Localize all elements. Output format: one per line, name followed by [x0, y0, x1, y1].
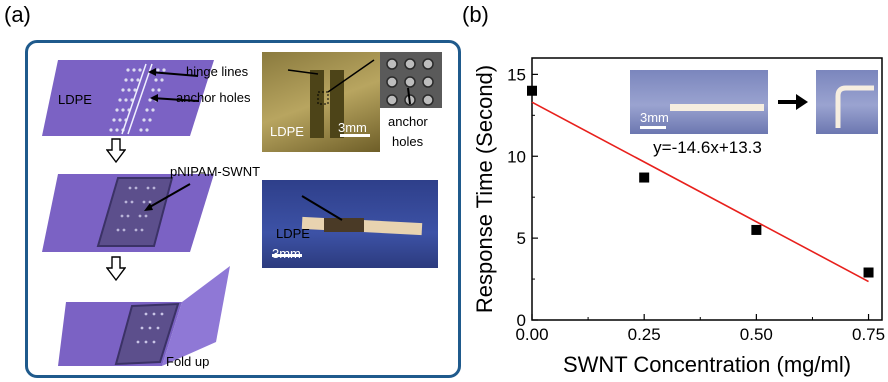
x-tick-label: 0.50 — [740, 325, 773, 344]
panel-b-label: (b) — [462, 2, 489, 27]
photo-anchor-holes-closeup — [380, 52, 442, 108]
y-tick-label: 15 — [507, 65, 526, 84]
data-point — [527, 85, 537, 96]
x-axis-label: SWNT Concentration (mg/ml) — [563, 352, 851, 377]
inset-strip-before — [630, 70, 768, 134]
ldpe-label-photo1: LDPE — [270, 124, 304, 139]
ldpe-sheet-step2 — [42, 174, 214, 252]
hinge-lines-label: hinge lines — [186, 64, 249, 79]
fit-equation: y=-14.6x+13.3 — [653, 138, 762, 157]
y-axis-label: Response Time (Second) — [472, 65, 497, 313]
data-point — [639, 172, 650, 183]
plot-frame — [531, 57, 883, 321]
y-tick-label: 5 — [517, 229, 526, 248]
scale-label-photo1: 3mm — [338, 120, 367, 135]
ldpe-sheet-step1 — [42, 60, 214, 136]
x-tick-label: 0.25 — [628, 325, 661, 344]
photo-ldpe-anchor-holes — [262, 52, 380, 152]
anchor-label-line1: anchor — [388, 114, 428, 129]
anchor-holes-label: anchor holes — [176, 90, 251, 105]
data-point — [863, 267, 874, 278]
down-arrow-icon — [106, 256, 126, 282]
panel-a-frame — [25, 40, 461, 378]
fit-line — [531, 101, 869, 283]
pnipam-swnt-label: pNIPAM-SWNT — [170, 164, 261, 179]
x-tick-label: 0.75 — [852, 325, 885, 344]
plot-area: 0 5 10 15 0.00 0.25 0.50 0.75 y=-14.6x+13.3 SWNT … — [472, 57, 885, 377]
x-tick-label: 0.00 — [515, 325, 548, 344]
inset-scale-label: 3mm — [640, 110, 669, 125]
anchor-label-line2: holes — [392, 134, 424, 149]
scale-label-photo2: 3mm — [272, 246, 301, 261]
right-arrow-icon — [778, 94, 808, 110]
response-time-chart: 0 5 10 15 0.00 0.25 0.50 0.75 y=-14.6x+13.3 SWNT … — [472, 57, 885, 377]
inset-strip-after — [816, 70, 878, 134]
ldpe-sheet-step3 — [58, 266, 230, 366]
ldpe-label-step1: LDPE — [58, 92, 92, 107]
photo-ldpe-strip — [262, 180, 438, 268]
y-tick-label: 0 — [517, 311, 526, 330]
y-tick-label: 10 — [507, 147, 526, 166]
panel-a-label: (a) — [4, 2, 31, 27]
ldpe-label-photo2: LDPE — [276, 226, 310, 241]
fold-up-label: Fold up — [166, 354, 210, 369]
down-arrow-icon — [106, 138, 126, 164]
data-point — [751, 224, 762, 235]
